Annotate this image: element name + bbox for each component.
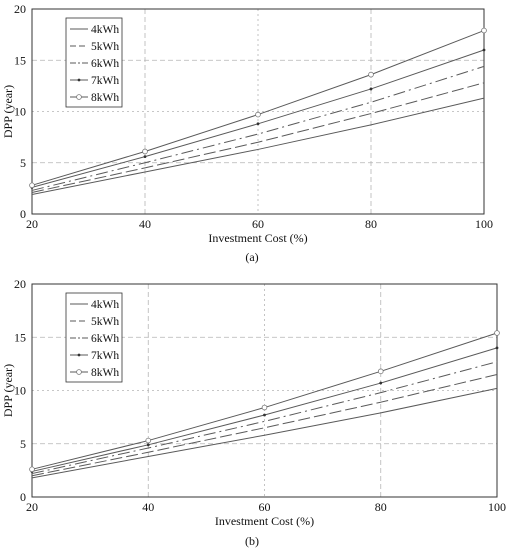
- data-point-7kWh: [369, 87, 373, 91]
- data-point-7kWh: [263, 413, 266, 417]
- x-axis-label: Investment Cost (%): [215, 514, 314, 528]
- y-tick-label: 10: [14, 105, 26, 119]
- y-axis-label: DPP (year): [1, 364, 15, 417]
- x-tick-label: 80: [375, 500, 387, 514]
- y-tick-label: 5: [20, 437, 26, 451]
- y-tick-label: 15: [14, 53, 26, 67]
- data-point-8kWh: [481, 27, 487, 34]
- legend: 4kWh 5kWh 6kWh 7kWh 8kWh: [65, 292, 123, 383]
- data-point-7kWh: [146, 443, 150, 447]
- x-tick-label: 20: [26, 500, 38, 514]
- data-point-8kWh: [145, 437, 152, 444]
- legend-label: 7kWh: [91, 350, 119, 362]
- series-line-4kWh: [31, 97, 485, 196]
- data-point-7kWh: [495, 346, 499, 350]
- y-tick-label: 5: [20, 156, 26, 170]
- x-tick-label: 100: [488, 500, 506, 514]
- legend-marker: [76, 94, 82, 100]
- x-tick-label: 100: [475, 217, 493, 231]
- y-tick-label: 0: [20, 490, 26, 504]
- y-tick-label: 15: [14, 330, 26, 344]
- legend-label: 7kWh: [91, 75, 119, 87]
- x-tick-label: 80: [365, 217, 377, 231]
- data-point-8kWh: [142, 148, 148, 155]
- data-point-8kWh: [255, 111, 261, 118]
- legend-label: 8kWh: [91, 92, 119, 104]
- data-point-8kWh: [377, 368, 384, 375]
- series-line-6kWh: [31, 361, 498, 475]
- x-axis-label: Investment Cost (%): [208, 231, 307, 245]
- panel-label: (b): [245, 534, 259, 548]
- x-tick-label: 40: [142, 500, 154, 514]
- plot-frame: [31, 283, 498, 498]
- y-tick-label: 0: [20, 207, 26, 221]
- y-axis-label: DPP (year): [1, 85, 15, 138]
- x-tick-label: 20: [26, 217, 38, 231]
- data-point-7kWh: [143, 155, 147, 159]
- legend-label: 4kWh: [91, 299, 119, 311]
- legend-marker: [77, 78, 81, 82]
- legend-marker: [77, 353, 81, 357]
- data-point-7kWh: [379, 381, 383, 385]
- legend-label: 6kWh: [91, 58, 119, 70]
- chart-panel-b: 20 40 60 80 100 0 5 10 15 20 Investment Cost (%) DP…: [1, 277, 506, 548]
- legend-label: 5kWh: [91, 316, 119, 328]
- panel-label: (a): [245, 250, 258, 264]
- legend-marker: [76, 369, 82, 375]
- y-tick-label: 20: [14, 2, 26, 16]
- legend-label: 8kWh: [91, 367, 119, 379]
- series-line-6kWh: [31, 65, 485, 191]
- data-point-8kWh: [494, 330, 500, 336]
- x-tick-label: 40: [139, 217, 151, 231]
- plot-frame: [31, 8, 485, 215]
- data-point-8kWh: [261, 404, 268, 411]
- x-tick-label: 60: [252, 217, 264, 231]
- chart-panel-a: 20 40 60 80 100 0 5 10 15 20 Investment Cost (%) DP…: [1, 2, 493, 264]
- legend-label: 6kWh: [91, 333, 119, 345]
- legend: 4kWh 5kWh 6kWh 7kWh 8kWh: [65, 17, 123, 108]
- data-point-7kWh: [482, 48, 486, 52]
- legend-label: 5kWh: [91, 41, 119, 53]
- data-point-7kWh: [256, 122, 260, 126]
- y-tick-label: 20: [14, 277, 26, 291]
- legend-label: 4kWh: [91, 24, 119, 36]
- series-line-4kWh: [31, 387, 498, 479]
- data-point-8kWh: [29, 466, 35, 473]
- data-point-8kWh: [368, 71, 374, 78]
- series-line-5kWh: [31, 82, 485, 193]
- y-tick-label: 10: [14, 384, 26, 398]
- data-point-8kWh: [29, 182, 35, 189]
- x-tick-label: 60: [259, 500, 271, 514]
